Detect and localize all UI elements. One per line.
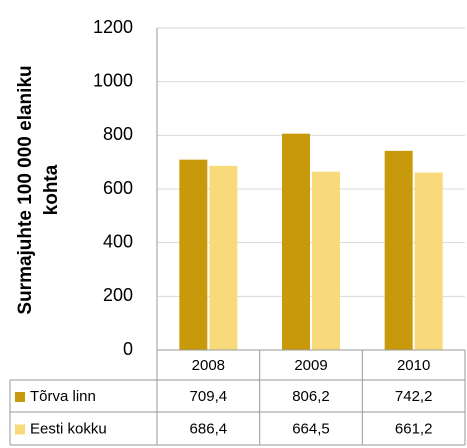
y-tick-label: 400 <box>103 231 133 251</box>
bar <box>384 150 413 350</box>
y-tick-label: 0 <box>123 339 133 359</box>
table-value: 661,2 <box>395 420 433 437</box>
table-value: 806,2 <box>292 388 330 405</box>
table-value: 709,4 <box>190 388 228 405</box>
bar <box>312 171 340 350</box>
y-tick-label: 600 <box>103 178 133 198</box>
bar <box>179 159 208 350</box>
y-axis-title: Surmajuhte 100 000 elaniku kohta <box>15 65 62 314</box>
y-tick-label: 1000 <box>93 70 133 90</box>
legend-label: Tõrva linn <box>30 388 96 405</box>
bar <box>282 133 310 350</box>
x-tick-label: 2010 <box>397 357 430 374</box>
bar <box>414 172 443 350</box>
x-tick-label: 2009 <box>294 357 327 374</box>
bar <box>209 165 238 350</box>
table-value: 664,5 <box>292 420 330 437</box>
table-value: 686,4 <box>190 420 228 437</box>
legend-swatch <box>15 392 25 402</box>
legend-swatch <box>15 424 25 435</box>
y-tick-label: 200 <box>103 285 133 305</box>
table-value: 742,2 <box>395 388 433 405</box>
x-tick-label: 2008 <box>192 357 225 374</box>
y-tick-label: 800 <box>103 124 133 144</box>
y-tick-label: 1200 <box>93 17 133 37</box>
legend-label: Eesti kokku <box>30 420 107 437</box>
